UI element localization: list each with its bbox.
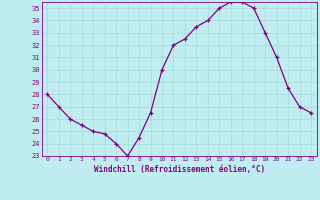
X-axis label: Windchill (Refroidissement éolien,°C): Windchill (Refroidissement éolien,°C) bbox=[94, 165, 265, 174]
